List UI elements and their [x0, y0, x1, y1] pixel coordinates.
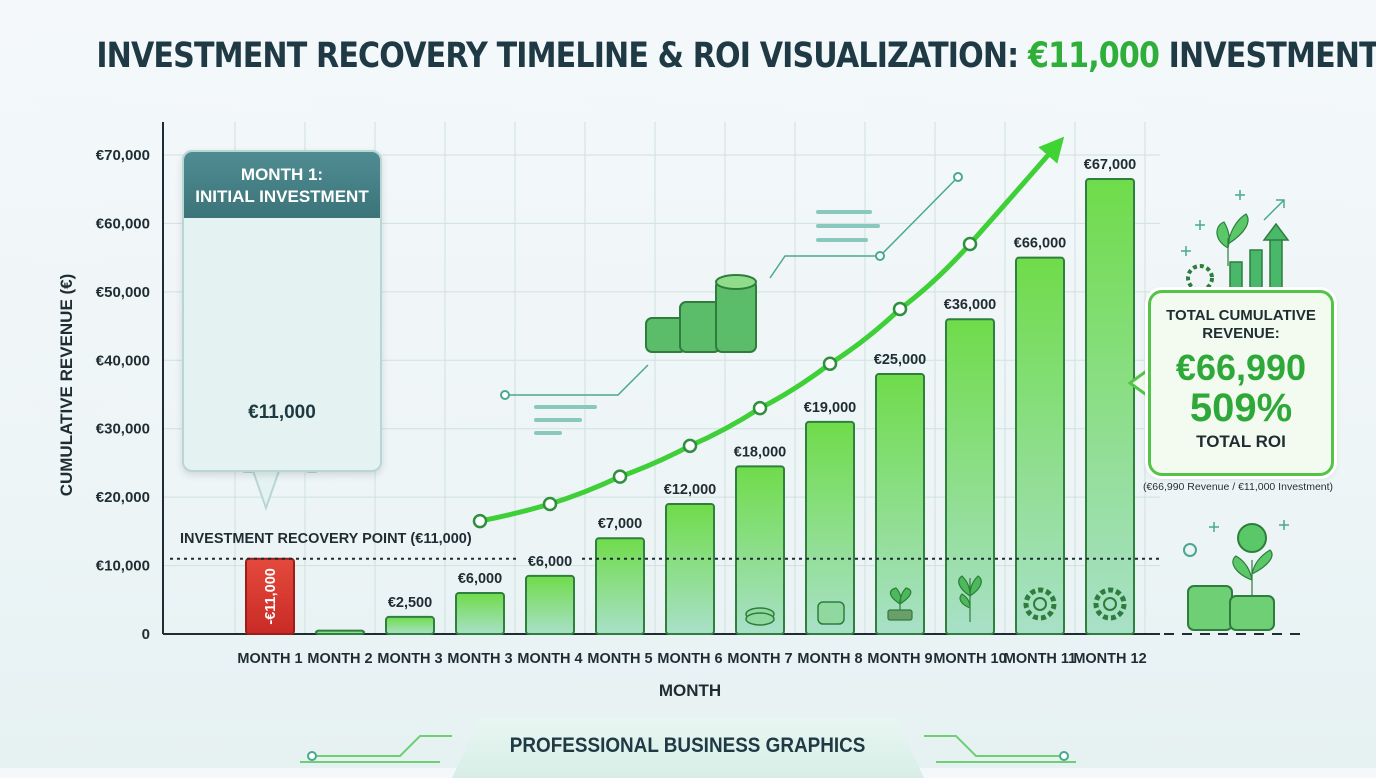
value-label: -€11,000 — [263, 568, 279, 624]
bar — [875, 372, 925, 635]
circuit-decoration — [300, 735, 1076, 763]
trend-point — [962, 236, 978, 252]
y-tick-label: €30,000 — [96, 421, 150, 438]
bar — [735, 465, 785, 635]
y-tick-label: €40,000 — [96, 352, 150, 369]
value-label: €7,000 — [598, 516, 642, 532]
revenue-value: €66,990 — [1175, 347, 1307, 388]
value-label: €18,000 — [734, 444, 786, 460]
title-main: INVESTMENT RECOVERY TIMELINE & ROI VISUA… — [96, 36, 1028, 76]
money-plant-icon — [1183, 520, 1289, 631]
value-label: €6,000 — [458, 571, 502, 587]
total-revenue-callout: TOTAL CUMULATIVE REVENUE: €66,990 509% T… — [1148, 290, 1334, 476]
value-label: €25,000 — [874, 352, 926, 368]
coin-stack-icon — [645, 274, 757, 353]
roi-value: 509% — [1189, 386, 1293, 431]
value-label: €19,000 — [804, 400, 856, 416]
value-label: €6,000 — [528, 554, 572, 570]
bar — [455, 591, 505, 636]
trend-point — [472, 513, 488, 529]
category-label: MONTH 5 — [587, 651, 652, 667]
value-label: €12,000 — [664, 482, 716, 498]
category-label: MONTH 4 — [517, 651, 582, 667]
roi-label: TOTAL ROI — [1196, 432, 1286, 452]
y-tick-label: €70,000 — [96, 147, 150, 164]
value-label: €36,000 — [944, 297, 996, 313]
x-axis-label: MONTH — [659, 681, 721, 700]
revenue-label: TOTAL CUMULATIVE REVENUE: — [1166, 307, 1316, 342]
bar — [385, 615, 435, 636]
bar — [665, 502, 715, 635]
value-label: €67,000 — [1084, 157, 1136, 173]
category-label: MONTH 11 — [1004, 651, 1077, 667]
coin-stack-icon-small — [817, 601, 845, 625]
recovery-point-label: INVESTMENT RECOVERY POINT (€11,000) — [180, 531, 472, 547]
initial-investment-callout: MONTH 1: INITIAL INVESTMENT €11,000 — [182, 150, 382, 472]
value-label: €2,500 — [388, 595, 432, 611]
plant-icon — [958, 575, 982, 622]
trend-point — [612, 469, 628, 484]
trend-point — [682, 438, 698, 454]
trend-point — [542, 496, 558, 512]
title-accent: €11,000 — [1027, 36, 1160, 76]
category-label: MONTH 1 — [237, 651, 302, 667]
chart-title: INVESTMENT RECOVERY TIMELINE & ROI VISUA… — [96, 36, 1376, 76]
bar — [525, 574, 575, 635]
sprout-icon — [887, 587, 913, 621]
category-label: MONTH 8 — [797, 651, 862, 667]
category-label: MONTH 2 — [307, 651, 372, 667]
gear-icon — [1023, 587, 1127, 621]
category-label: MONTH 7 — [727, 651, 792, 667]
y-tick-label: €50,000 — [96, 284, 150, 301]
category-labels: MONTH 1 MONTH 2 MONTH 3 MONTH 3 MONTH 4 MONTH… — [237, 651, 1146, 667]
value-label: €66,000 — [1014, 236, 1066, 252]
title-end: INVESTMENT — [1159, 36, 1376, 76]
bar — [1015, 256, 1065, 635]
trend-line — [472, 136, 1065, 529]
bar — [595, 537, 645, 636]
y-tick-label: €60,000 — [96, 215, 150, 232]
trend-point — [752, 400, 768, 416]
bars — [245, 177, 1135, 636]
category-label: MONTH 10 — [933, 651, 1006, 667]
category-label: MONTH 6 — [657, 651, 722, 667]
bar — [945, 318, 995, 635]
trend-point — [892, 301, 908, 317]
coin-icon — [745, 607, 775, 626]
text-lines-icon — [534, 210, 880, 435]
callout-heading-line2: INITIAL INVESTMENT — [195, 187, 369, 207]
category-label: MONTH 3 — [377, 651, 442, 667]
category-label: MONTH 9 — [867, 651, 932, 667]
footer-banner: PROFESSIONAL BUSINESS GRAPHICS — [452, 718, 924, 778]
roi-footnote: (€66,990 Revenue / €11,000 Investment) — [1142, 481, 1334, 493]
callout-heading-line1: MONTH 1: — [240, 165, 324, 184]
category-label: MONTH 3 — [447, 651, 512, 667]
trend-point — [822, 356, 838, 371]
growth-icon — [1181, 190, 1290, 292]
y-tick-label: 0 — [142, 626, 150, 643]
bar — [315, 629, 365, 635]
piggy-amount: €11,000 — [248, 402, 316, 423]
y-tick-labels: 0 €10,000 €20,000 €30,000 €40,000 €50,000 €60,… — [96, 147, 150, 643]
bar — [1085, 177, 1135, 635]
y-tick-label: €20,000 — [96, 489, 150, 506]
y-axis-label: CUMULATIVE REVENUE (€) — [57, 274, 76, 497]
footer-label: PROFESSIONAL BUSINESS GRAPHICS — [510, 734, 866, 757]
bar — [805, 420, 855, 635]
category-label: MONTH 12 — [1073, 651, 1146, 667]
value-labels: -€11,000 €2,500 €6,000 €6,000 €7,000 €12,000 €… — [263, 157, 1136, 625]
y-tick-label: €10,000 — [96, 558, 150, 575]
callout-heading: MONTH 1: INITIAL INVESTMENT — [184, 152, 380, 219]
